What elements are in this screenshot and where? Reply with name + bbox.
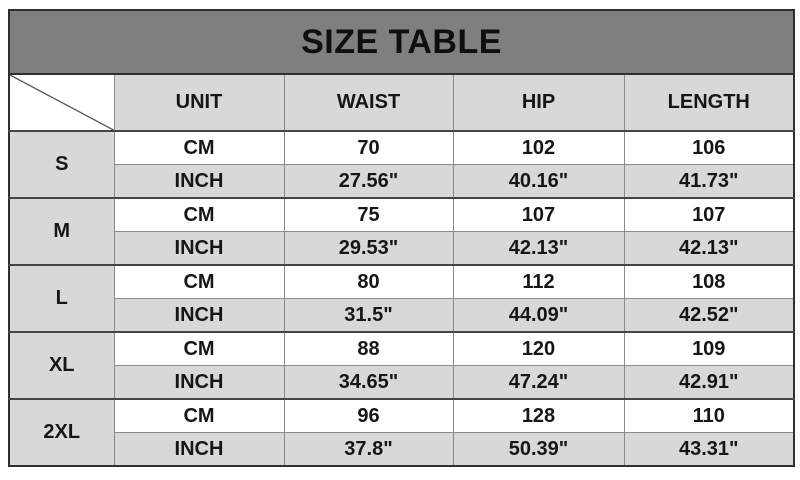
waist-cm-value: 80 bbox=[283, 264, 454, 299]
size-table: SIZE TABLE UNIT WAIST HIP LENGTH S CM 70… bbox=[7, 9, 796, 467]
unit-cell: INCH bbox=[113, 432, 285, 467]
column-header-hip: HIP bbox=[452, 73, 625, 132]
title-row: SIZE TABLE bbox=[7, 9, 796, 75]
length-cm-value: 107 bbox=[623, 197, 795, 232]
unit-cell: INCH bbox=[113, 298, 285, 333]
waist-cm-value: 75 bbox=[283, 197, 454, 232]
table-title: SIZE TABLE bbox=[7, 9, 796, 75]
hip-inch-value: 42.13" bbox=[452, 231, 625, 266]
hip-inch-value: 44.09" bbox=[452, 298, 625, 333]
table-row: INCH 34.65" 47.24" 42.91" bbox=[9, 365, 795, 400]
length-cm-value: 108 bbox=[623, 264, 795, 299]
hip-inch-value: 47.24" bbox=[452, 365, 625, 400]
hip-cm-value: 120 bbox=[452, 331, 625, 366]
table-row: INCH 27.56" 40.16" 41.73" bbox=[9, 164, 795, 199]
unit-cell: CM bbox=[113, 331, 285, 366]
waist-inch-value: 29.53" bbox=[283, 231, 454, 266]
unit-cell: CM bbox=[113, 264, 285, 299]
table-row: S CM 70 102 106 bbox=[8, 130, 795, 199]
header-row: UNIT WAIST HIP LENGTH bbox=[8, 73, 795, 132]
table-row: INCH 31.5" 44.09" 42.52" bbox=[9, 298, 795, 333]
hip-inch-value: 40.16" bbox=[452, 164, 625, 199]
hip-cm-value: 102 bbox=[452, 130, 625, 165]
hip-cm-value: 107 bbox=[452, 197, 625, 232]
length-cm-value: 110 bbox=[623, 398, 795, 433]
waist-cm-value: 88 bbox=[283, 331, 454, 366]
table-row: L CM 80 112 108 bbox=[8, 264, 795, 333]
length-inch-value: 42.91" bbox=[623, 365, 795, 400]
hip-inch-value: 50.39" bbox=[452, 432, 625, 467]
unit-cell: CM bbox=[113, 197, 285, 232]
unit-cell: INCH bbox=[113, 164, 285, 199]
column-header-waist: WAIST bbox=[283, 73, 454, 132]
length-cm-value: 106 bbox=[623, 130, 795, 165]
unit-cell: CM bbox=[113, 398, 285, 433]
table-row: 2XL CM 96 128 110 bbox=[8, 398, 795, 467]
waist-cm-value: 96 bbox=[283, 398, 454, 433]
waist-inch-value: 37.8" bbox=[283, 432, 454, 467]
length-cm-value: 109 bbox=[623, 331, 795, 366]
length-inch-value: 41.73" bbox=[623, 164, 795, 199]
table-row: XL CM 88 120 109 bbox=[8, 331, 795, 400]
hip-cm-value: 112 bbox=[452, 264, 625, 299]
column-header-unit: UNIT bbox=[113, 73, 285, 132]
table-row: M CM 75 107 107 bbox=[8, 197, 795, 266]
size-label-l: L bbox=[8, 264, 115, 333]
waist-inch-value: 34.65" bbox=[283, 365, 454, 400]
size-label-2xl: 2XL bbox=[8, 398, 115, 467]
waist-cm-value: 70 bbox=[283, 130, 454, 165]
waist-inch-value: 31.5" bbox=[283, 298, 454, 333]
length-inch-value: 42.13" bbox=[623, 231, 795, 266]
unit-cell: INCH bbox=[113, 231, 285, 266]
hip-cm-value: 128 bbox=[452, 398, 625, 433]
length-inch-value: 43.31" bbox=[623, 432, 795, 467]
corner-cell bbox=[8, 73, 115, 132]
size-label-m: M bbox=[8, 197, 115, 266]
length-inch-value: 42.52" bbox=[623, 298, 795, 333]
table-row: INCH 37.8" 50.39" 43.31" bbox=[9, 432, 795, 467]
size-label-s: S bbox=[8, 130, 115, 199]
size-label-xl: XL bbox=[8, 331, 115, 400]
column-header-length: LENGTH bbox=[623, 73, 795, 132]
waist-inch-value: 27.56" bbox=[283, 164, 454, 199]
unit-cell: INCH bbox=[113, 365, 285, 400]
diagonal-divider-icon bbox=[10, 75, 114, 130]
table-row: INCH 29.53" 42.13" 42.13" bbox=[9, 231, 795, 266]
unit-cell: CM bbox=[113, 130, 285, 165]
